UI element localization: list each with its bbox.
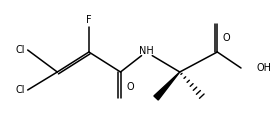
Text: O: O (222, 33, 230, 43)
Text: Cl: Cl (15, 85, 25, 95)
Polygon shape (154, 72, 180, 100)
Text: Cl: Cl (15, 45, 25, 55)
Text: O: O (126, 82, 134, 92)
Text: OH: OH (257, 63, 272, 73)
Text: F: F (86, 15, 92, 25)
Text: NH: NH (139, 46, 153, 56)
